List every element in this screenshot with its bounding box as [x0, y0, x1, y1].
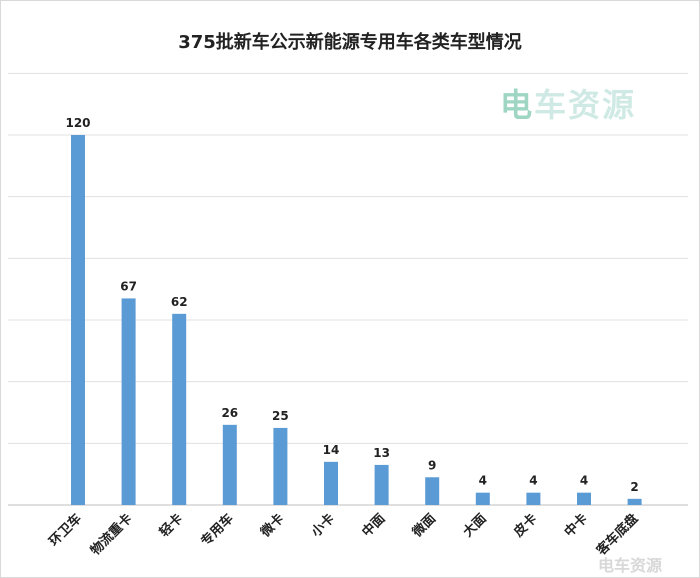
- bar-3: [222, 424, 237, 505]
- data-label-9: 4: [529, 474, 537, 488]
- bar-0: [71, 135, 85, 505]
- data-label-8: 4: [479, 474, 487, 488]
- x-tick-label-6: 中面: [359, 511, 389, 541]
- bar-6: [374, 464, 389, 505]
- x-tick-label-0: 环卫车: [46, 511, 85, 550]
- x-tick-label-11: 客车底盘: [593, 511, 641, 559]
- x-tick-label-5: 小卡: [308, 511, 338, 541]
- chart-title: 375批新车公示新能源专用车各类车型情况: [178, 32, 522, 53]
- data-label-2: 62: [171, 295, 188, 309]
- x-tick-label-1: 物流重卡: [87, 511, 135, 559]
- data-label-0: 120: [65, 116, 90, 130]
- data-label-5: 14: [323, 443, 340, 457]
- x-tick-label-3: 专用车: [198, 511, 237, 550]
- data-label-3: 26: [221, 406, 238, 420]
- bar-8: [475, 492, 490, 505]
- watermark-logo: 电车资源: [500, 86, 637, 124]
- bar-5: [324, 461, 338, 505]
- x-tick-label-2: 轻卡: [156, 511, 186, 541]
- bar-4: [273, 427, 288, 505]
- x-tick-label-10: 中卡: [561, 511, 591, 541]
- data-label-1: 67: [120, 279, 137, 293]
- data-label-7: 9: [428, 458, 436, 472]
- x-tick-label-9: 皮卡: [510, 511, 540, 541]
- bar-7: [425, 477, 440, 505]
- x-tick-label-7: 微面: [409, 511, 439, 541]
- x-tick-label-4: 微卡: [257, 511, 287, 541]
- bar-10: [577, 492, 591, 505]
- data-label-11: 2: [630, 480, 638, 494]
- watermark-corner-logo: 电车资源: [598, 556, 663, 575]
- data-label-4: 25: [272, 409, 289, 423]
- bar-11: [627, 498, 642, 505]
- data-label-10: 4: [580, 474, 588, 488]
- data-label-6: 13: [373, 446, 390, 460]
- bar-2: [172, 313, 187, 505]
- bar-9: [526, 492, 541, 505]
- bar-1: [121, 298, 136, 505]
- x-tick-label-8: 大面: [460, 511, 490, 541]
